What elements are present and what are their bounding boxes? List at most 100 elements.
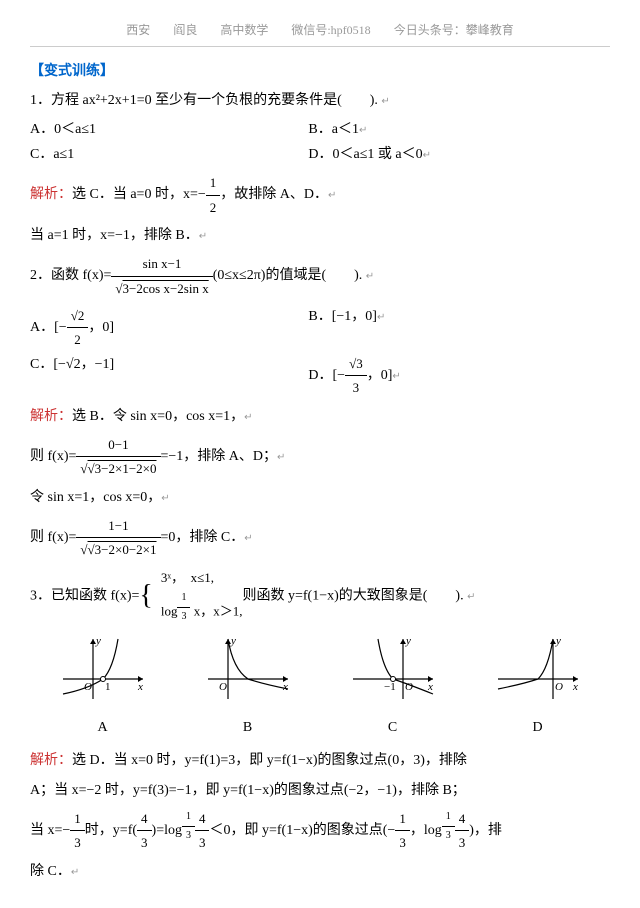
header-wechat: 微信号:hpf0518 (291, 23, 370, 37)
svg-text:−1: −1 (384, 681, 396, 693)
svg-text:O: O (555, 681, 563, 693)
frac-num: 1 (442, 808, 455, 827)
frac-num: 1 (395, 807, 410, 831)
q2-ans-label: 解析： (30, 409, 72, 424)
frac-num: √3 (345, 352, 367, 376)
case2: log13 x，x＞1, (161, 589, 243, 626)
q3-stem: 3．已知函数 f(x)={ 3ˣ， x≤1, log13 x，x＞1, 则函数 … (30, 566, 610, 626)
q2-options: A．[−√22，0] B．[−1，0]↵ C．[−√2，−1] D．[−√33，… (30, 304, 610, 400)
frac-num: 1 (182, 808, 195, 827)
frac-num: 1 (177, 589, 190, 608)
frac-icon: 43 (137, 807, 152, 855)
q2-ans4: 则 f(x)=1−1√√3−2×0−2×1=0，排除 C．↵ (30, 514, 610, 562)
frac-den: √√3−2×1−2×0 (76, 457, 160, 480)
graph-d-svg: O xy (493, 634, 583, 704)
frac-icon: √33 (345, 352, 367, 400)
frac-icon: 12 (206, 171, 221, 219)
case1: 3ˣ， x≤1, (161, 566, 243, 589)
frac-den: 3 (345, 376, 367, 399)
q3-ans1: 解析：选 D．当 x=0 时，y=f(1)=3，即 y=f(1−x)的图象过点(… (30, 748, 610, 773)
opt-pre: A． (30, 320, 54, 335)
frac-num: √2 (67, 304, 89, 328)
q1-opt-a: A．0＜a≤1 (30, 117, 308, 142)
q2-ans1-text: 选 B．令 sin x=0，cos x=1， (72, 409, 244, 424)
frac-den: 3 (137, 831, 152, 854)
header-subject: 高中数学 (220, 23, 268, 37)
graph-b-svg: O xy (203, 634, 293, 704)
ans-post: =−1，排除 A、D； (161, 449, 278, 464)
frac-num: 1 (70, 807, 85, 831)
frac-num: sin x−1 (111, 252, 212, 276)
graph-d-label: D (493, 715, 583, 740)
q1-opt-d: D．0＜a≤1 或 a＜0 (308, 147, 422, 162)
q1-stem-text: 1．方程 ax²+2x+1=0 至少有一个负根的充要条件是( ). (30, 93, 381, 108)
q1-ans2-text: 当 a=1 时，x=−1，排除 B． (30, 228, 199, 243)
q1-stem: 1．方程 ax²+2x+1=0 至少有一个负根的充要条件是( ). ↵ (30, 88, 610, 113)
q3-stem-post: 则函数 y=f(1−x)的大致图象是( ). (242, 588, 467, 603)
frac-icon: 0−1√√3−2×1−2×0 (76, 433, 160, 481)
frac-icon: 13 (442, 808, 455, 845)
frac-icon: 13 (177, 589, 190, 626)
q2-ans2: 则 f(x)=0−1√√3−2×1−2×0=−1，排除 A、D；↵ (30, 433, 610, 481)
opt-post: ，0 (88, 320, 109, 335)
frac-num: 1 (206, 171, 221, 195)
q3-ans2-text: A；当 x=−2 时，y=f(3)=−1，即 y=f(1−x)的图象过点(−2，… (30, 783, 466, 798)
frac-num: 4 (137, 807, 152, 831)
frac-icon: sin x−1√3−2cos x−2sin x (111, 252, 212, 300)
frac-num: 4 (455, 807, 470, 831)
svg-text:1: 1 (105, 681, 111, 693)
graph-b-label: B (203, 715, 293, 740)
sqrt-text: 3−2cos x−2sin x (123, 281, 209, 296)
frac-den: 3 (182, 827, 195, 845)
page-header: 西安 阎良 高中数学 微信号:hpf0518 今日头条号：攀峰教育 (30, 20, 610, 47)
graph-b: O xy B (203, 634, 293, 740)
frac-den: 3 (395, 831, 410, 854)
q1-options: A．0＜a≤1 B．a＜1↵ C．a≤1 D．0＜a≤1 或 a＜0↵ (30, 117, 610, 167)
frac-den: 3 (442, 827, 455, 845)
ans3-post: ，排 (474, 823, 502, 838)
frac-den: √3−2cos x−2sin x (111, 277, 212, 300)
frac-icon: 1−1√√3−2×0−2×1 (76, 514, 160, 562)
svg-text:O: O (405, 681, 413, 693)
q1-ans1: 解析：选 C．当 a=0 时，x=−12，故排除 A、D．↵ (30, 171, 610, 219)
ans-post: =0，排除 C． (161, 530, 245, 545)
q2-stem-post: (0≤x≤2π)的值域是( ). (213, 268, 366, 283)
brace-content: 3ˣ， x≤1, log13 x，x＞1, (155, 566, 243, 626)
graph-d: O xy D (493, 634, 583, 740)
graph-a-label: A (58, 715, 148, 740)
q2-stem: 2．函数 f(x)=sin x−1√3−2cos x−2sin x(0≤x≤2π… (30, 252, 610, 300)
frac-num: 1−1 (76, 514, 160, 538)
q3-stem-pre: 3．已知函数 f(x)= (30, 588, 139, 603)
frac-icon: 13 (70, 807, 85, 855)
sqrt-text: √3−2×0−2×1 (88, 542, 157, 557)
graph-c: O −1 x y C (348, 634, 438, 740)
graph-c-label: C (348, 715, 438, 740)
frac-icon: 43 (455, 807, 470, 855)
q2-opt-b: B．[−1，0] (308, 309, 377, 324)
frac-den: 2 (206, 196, 221, 219)
ans3-mid4: ，log (410, 823, 442, 838)
q2-ans3-text: 令 sin x=1，cos x=0， (30, 490, 161, 505)
q3-ans-label: 解析： (30, 753, 72, 768)
case2-post: x，x＞1, (190, 603, 242, 618)
ans3-mid3: ＜0，即 y=f(1−x)的图象过点 (209, 823, 382, 838)
header-loc2: 阎良 (173, 23, 197, 37)
frac-den: 3 (195, 831, 210, 854)
q3-ans4: 除 C．↵ (30, 859, 610, 884)
q1-ans1b: ，故排除 A、D． (220, 187, 328, 202)
svg-text:y: y (405, 635, 411, 647)
svg-text:O: O (84, 681, 92, 693)
frac-den: 3 (455, 831, 470, 854)
svg-text:x: x (427, 681, 433, 693)
q3-graphs: O 1 x y A O xy B O −1 x y C O xy (30, 634, 610, 740)
q3-ans1-text: 选 D．当 x=0 时，y=f(1)=3，即 y=f(1−x)的图象过点(0，3… (72, 753, 467, 768)
q1-opt-b: B．a＜1 (308, 122, 359, 137)
ans3-pre: 当 x=− (30, 823, 70, 838)
q3-ans4-text: 除 C． (30, 864, 71, 879)
q2-opt-d: D．[−√33，0]↵ (308, 352, 586, 400)
q2-ans3: 令 sin x=1，cos x=0，↵ (30, 485, 610, 510)
q1-ans2: 当 a=1 时，x=−1，排除 B．↵ (30, 223, 610, 248)
q1-opt-c: C．a≤1 (30, 142, 308, 167)
svg-text:y: y (555, 635, 561, 647)
svg-text:O: O (219, 681, 227, 693)
